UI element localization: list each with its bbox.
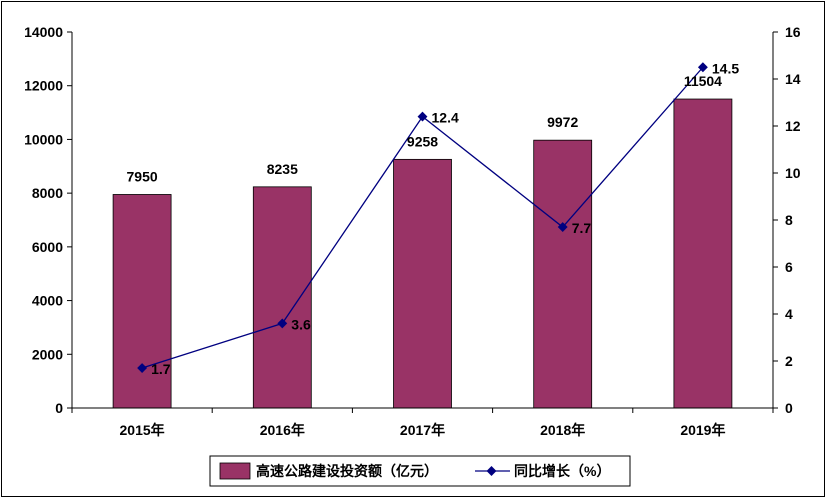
growth-value-label-0: 1.7 xyxy=(151,361,171,377)
growth-point-3 xyxy=(557,222,568,232)
right-tick-label-2: 4 xyxy=(785,306,793,322)
left-tick-label-7: 14000 xyxy=(24,24,63,40)
bar-value-label-0: 7950 xyxy=(127,168,158,184)
legend-line-marker xyxy=(486,466,497,476)
left-tick-label-5: 10000 xyxy=(24,131,63,147)
bar-2 xyxy=(393,158,452,409)
x-category-label-3: 2018年 xyxy=(540,422,585,438)
bar-value-label-2: 9258 xyxy=(407,133,438,149)
x-category-label-1: 2016年 xyxy=(260,422,305,438)
bar-1 xyxy=(252,186,312,409)
right-tick-label-5: 10 xyxy=(785,165,801,181)
legend-bar-label: 高速公路建设投资额（亿元） xyxy=(256,463,438,479)
x-category-label-2: 2017年 xyxy=(400,422,445,438)
left-tick-label-0: 0 xyxy=(55,400,63,416)
bar-4 xyxy=(673,98,733,409)
right-tick-label-6: 12 xyxy=(785,118,801,134)
right-tick-label-3: 6 xyxy=(785,259,793,275)
right-tick-label-4: 8 xyxy=(785,212,793,228)
growth-point-0 xyxy=(137,363,148,373)
x-category-label-0: 2015年 xyxy=(120,422,165,438)
left-tick-label-6: 12000 xyxy=(24,78,63,94)
right-tick-label-0: 0 xyxy=(785,400,793,416)
legend-bar-swatch xyxy=(219,462,251,480)
left-tick-label-4: 8000 xyxy=(32,185,63,201)
growth-value-label-1: 3.6 xyxy=(291,316,311,332)
growth-value-label-2: 12.4 xyxy=(432,110,459,126)
legend-box xyxy=(209,455,631,487)
right-tick-label-7: 14 xyxy=(785,71,801,87)
left-tick-label-1: 2000 xyxy=(32,346,63,362)
growth-point-4 xyxy=(697,62,708,73)
data-labels-layer: 7950 8235 9258 9972 11504 1.7 3.6 12.4 7.7 14.5 xyxy=(127,60,740,377)
growth-point-1 xyxy=(277,318,288,329)
bar-3 xyxy=(533,139,593,409)
x-category-label-4: 2019年 xyxy=(680,422,725,438)
right-tick-label-1: 2 xyxy=(785,353,793,369)
legend-line-label: 同比增长（%） xyxy=(514,463,610,479)
bar-value-label-1: 8235 xyxy=(267,161,298,177)
left-tick-label-3: 6000 xyxy=(32,239,63,255)
growth-value-label-4: 14.5 xyxy=(712,60,739,76)
bar-value-label-4: 11504 xyxy=(684,73,722,89)
axes-layer: 0 2000 4000 6000 8000 10000 12000 14000 0 2 4 6 8 10 1… xyxy=(24,24,801,438)
right-tick-label-8: 16 xyxy=(785,24,801,40)
legend: 高速公路建设投资额（亿元） 同比增长（%） xyxy=(209,455,631,487)
left-tick-label-2: 4000 xyxy=(32,293,63,309)
bar-value-label-3: 9972 xyxy=(547,114,578,130)
growth-value-label-3: 7.7 xyxy=(572,220,592,236)
